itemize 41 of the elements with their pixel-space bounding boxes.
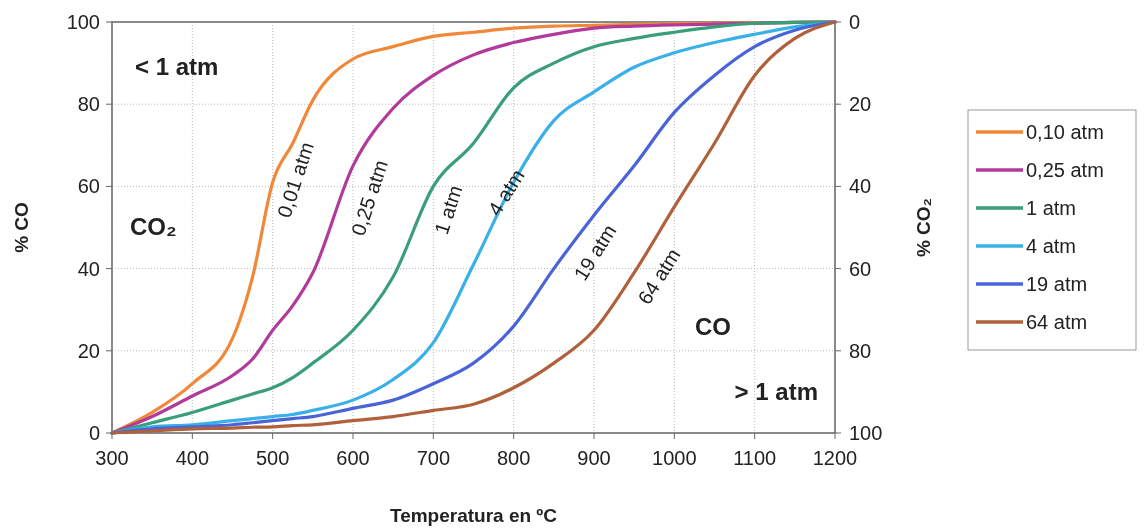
- y-tick-label: 40: [77, 257, 100, 280]
- y-tick-label: 80: [77, 93, 100, 116]
- annotation: 64 atm: [633, 244, 685, 309]
- y2-tick-label: 60: [849, 257, 872, 280]
- annotation: 0,01 atm: [272, 139, 318, 221]
- legend-label: 1 atm: [1026, 197, 1077, 219]
- legend-label: 4 atm: [1026, 235, 1077, 257]
- x-tick-label: 1100: [733, 447, 777, 469]
- annotation: 19 atm: [569, 220, 621, 285]
- x-tick-label: 300: [95, 447, 129, 469]
- annotation: 4 atm: [483, 165, 529, 220]
- legend-label: 19 atm: [1026, 273, 1088, 295]
- y2-tick-label: 20: [849, 93, 872, 116]
- annotation: 1 atm: [430, 182, 467, 238]
- x-tick-label: 500: [255, 447, 290, 469]
- y-tick-label: 60: [77, 175, 100, 198]
- y2-tick-label: 80: [849, 339, 872, 362]
- annotation: CO: [695, 313, 731, 340]
- x-axis-title: Temperatura en ºC: [389, 505, 558, 526]
- x-tick-label: 1200: [812, 447, 858, 469]
- legend-label: 64 atm: [1026, 311, 1088, 333]
- y2-tick-label: 100: [849, 422, 883, 444]
- annotation: < 1 atm: [135, 53, 219, 80]
- x-tick-label: 600: [336, 447, 370, 469]
- x-tick-label: 900: [577, 447, 611, 469]
- y2-tick-label: 40: [849, 175, 872, 198]
- y-tick-label: 0: [88, 422, 100, 444]
- x-tick-label: 700: [416, 447, 451, 469]
- legend-label: 0,10 atm: [1026, 121, 1104, 143]
- annotation: > 1 atm: [734, 378, 818, 405]
- y2-axis-title: % CO₂: [913, 197, 934, 258]
- x-tick-label: 800: [496, 447, 531, 469]
- y-tick-label: 20: [77, 339, 100, 362]
- annotation: CO₂: [130, 213, 177, 240]
- annotation: 0,25 atm: [346, 157, 392, 239]
- y2-tick-label: 0: [849, 11, 861, 33]
- y-axis-title: % CO: [11, 202, 32, 253]
- y-tick-label: 100: [66, 11, 100, 33]
- x-tick-label: 400: [175, 447, 210, 469]
- legend-label: 0,25 atm: [1026, 159, 1104, 181]
- x-tick-label: 1000: [652, 447, 697, 469]
